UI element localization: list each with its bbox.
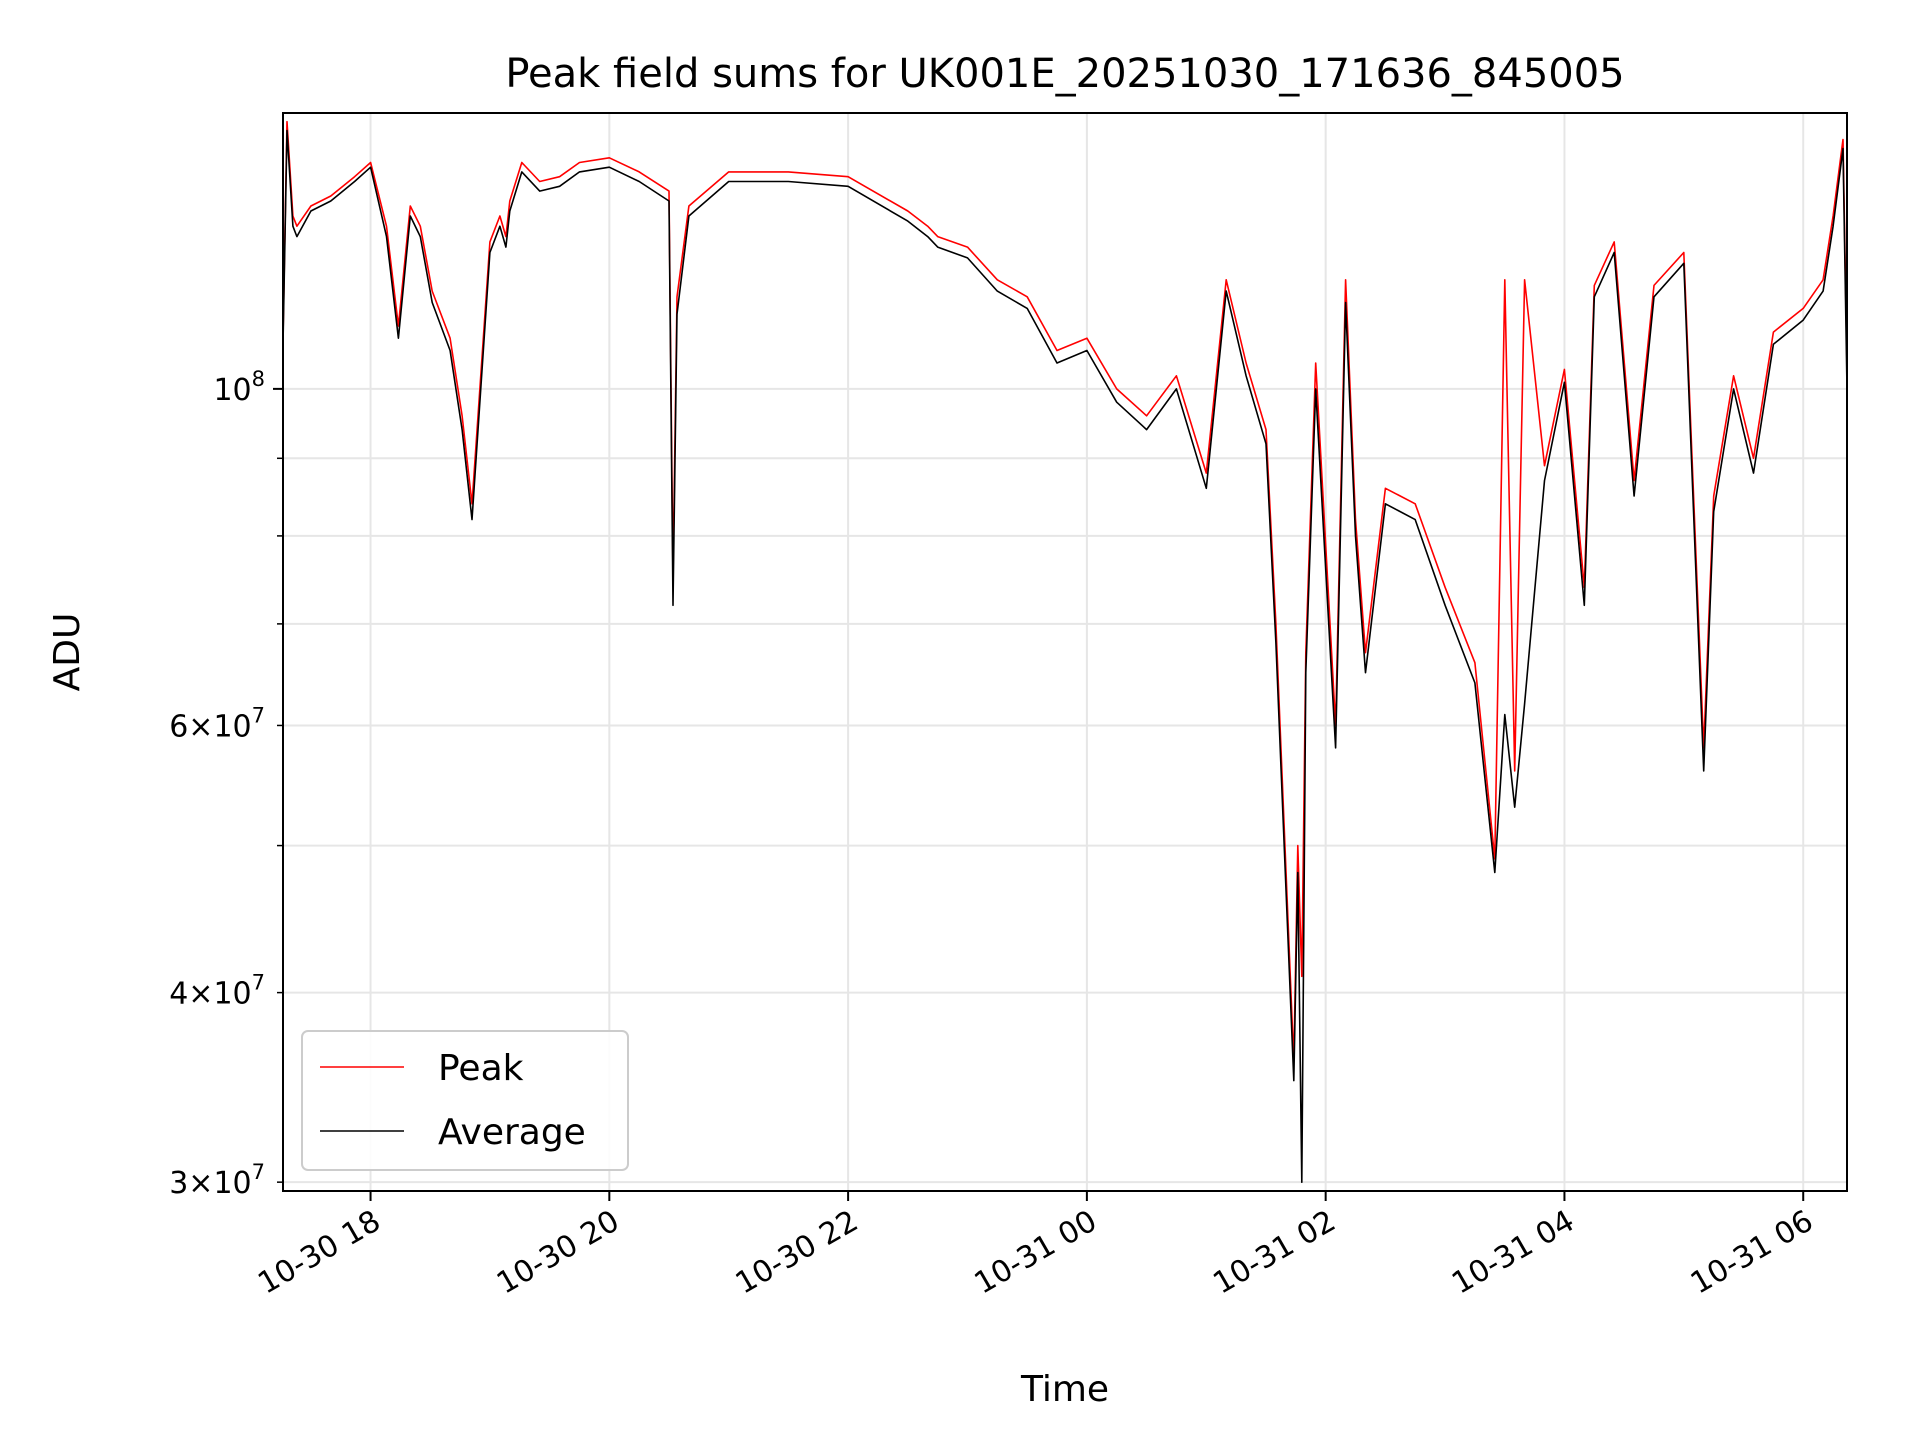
y-axis-label: ADU: [47, 613, 88, 692]
series-lines: [283, 120, 1847, 1183]
legend: Peak Average: [301, 1030, 629, 1171]
legend-box: [301, 1030, 629, 1171]
y-tick-label: 108: [213, 367, 265, 408]
series-line-average: [283, 129, 1847, 1183]
y-tick-label: 4×107: [169, 971, 265, 1012]
x-axis-label: Time: [1020, 1369, 1109, 1410]
y-tick-label: 3×107: [169, 1160, 265, 1201]
chart-title: Peak field sums for UK001E_20251030_1716…: [505, 51, 1624, 97]
series-line-peak: [283, 120, 1847, 1063]
legend-label-average: Average: [438, 1112, 586, 1153]
y-tick-label: 6×107: [169, 703, 265, 744]
plot-frame: [282, 112, 1848, 1192]
legend-label-peak: Peak: [438, 1048, 524, 1089]
